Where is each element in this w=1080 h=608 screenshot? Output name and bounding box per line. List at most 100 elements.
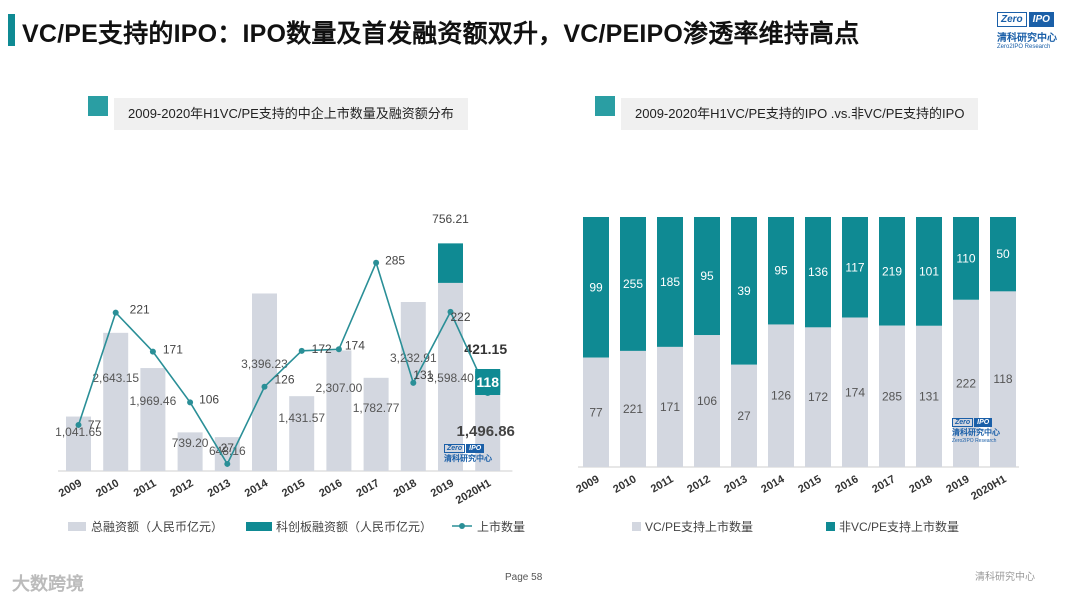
x-tick-label: 2015 — [796, 473, 823, 496]
count-point — [149, 348, 156, 355]
logo-part1: Zero — [997, 12, 1027, 27]
vcpe-value-label: 131 — [919, 389, 939, 403]
bar-vcpe — [805, 327, 831, 467]
x-tick-label: 2013 — [722, 473, 749, 496]
vcpe-value-label: 106 — [697, 394, 717, 408]
count-label: 77 — [88, 418, 102, 432]
count-point — [261, 383, 268, 390]
chart-left-logo: Zero IPO 清科研究中心 — [444, 444, 500, 478]
mini-logo2-en: Zero2IPO Research — [952, 438, 997, 444]
total-value-label: 3,396.23 — [241, 357, 288, 371]
bar-non-vcpe — [953, 217, 979, 300]
vcpe-value-label: 221 — [623, 402, 643, 416]
count-point — [410, 379, 417, 386]
total-value-label: 1,041.65 — [55, 425, 102, 439]
x-tick-label: 2016 — [833, 473, 860, 496]
count-point — [187, 399, 194, 406]
total-value-label: 3,232.91 — [390, 351, 437, 365]
legend-total-label: 总融资额（人民币亿元） — [91, 519, 223, 534]
non-vcpe-value-label: 101 — [919, 264, 939, 278]
bar-vcpe — [657, 346, 683, 467]
footer-brand-right: 清科研究中心 — [975, 572, 1035, 583]
left-panel-marker — [88, 96, 108, 116]
bar-vcpe — [990, 291, 1016, 467]
bar-non-vcpe — [620, 217, 646, 351]
x-tick-label: 2011 — [649, 473, 676, 495]
bar-total — [289, 396, 315, 471]
x-tick-label: 2016 — [317, 477, 344, 500]
bar-total — [363, 377, 389, 471]
vcpe-value-label: 171 — [660, 400, 680, 414]
left-combo-chart: 2009 2010 2011 2012 2013 2014 2015 2016 2017 2018… — [55, 212, 525, 534]
bar-star-market — [438, 243, 463, 283]
bar-total — [326, 350, 352, 471]
count-point — [224, 460, 231, 467]
count-label: 174 — [345, 338, 365, 352]
x-tick-label: 2009 — [57, 477, 84, 500]
count-highlight-box — [475, 369, 501, 395]
x-tick-label: 2020H1 — [454, 477, 493, 507]
count-label: 126 — [274, 373, 294, 387]
right-panel-title: 2009-2020年H1VC/PE支持的IPO .vs.非VC/PE支持的IPO — [621, 98, 979, 130]
vcpe-value-label: 77 — [589, 405, 603, 419]
x-tick-label: 2012 — [685, 473, 712, 496]
non-vcpe-value-label: 185 — [660, 275, 680, 289]
bar-non-vcpe — [916, 217, 942, 326]
star-market-label: 756.21 — [432, 212, 469, 226]
logo-part2: IPO — [1028, 12, 1054, 27]
total-value-label: 2,643.15 — [92, 371, 139, 385]
non-vcpe-value-label: 95 — [774, 264, 788, 278]
count-point — [335, 346, 342, 353]
legend-vcpe-label: VC/PE支持上市数量 — [645, 519, 753, 534]
bar-vcpe — [620, 350, 646, 467]
x-tick-label: 2010 — [611, 473, 638, 496]
bar-vcpe — [768, 324, 794, 467]
mini-logo2-cn: 清科研究中心 — [952, 428, 1000, 437]
mini-logo-cn: 清科研究中心 — [444, 454, 492, 463]
count-point — [112, 309, 119, 316]
logo-cn: 清科研究中心 — [997, 33, 1057, 44]
legend-total-swatch — [68, 522, 86, 531]
x-tick-label: 2020H1 — [969, 473, 1008, 503]
x-tick-label: 2011 — [132, 477, 159, 499]
non-vcpe-value-label: 219 — [882, 264, 902, 278]
bar-non-vcpe — [842, 217, 868, 318]
count-label: 221 — [130, 303, 150, 317]
count-point — [447, 308, 454, 315]
page-number: Page 58 — [505, 572, 543, 583]
bar-vcpe — [879, 325, 905, 467]
non-vcpe-value-label: 99 — [589, 280, 603, 294]
bar-non-vcpe — [694, 217, 720, 336]
x-tick-label: 2012 — [168, 477, 195, 500]
legend-star-swatch — [246, 522, 272, 531]
bar-total — [140, 368, 166, 471]
total-value-label: 3,598.40 — [427, 371, 474, 385]
vcpe-value-label: 285 — [882, 389, 902, 403]
non-vcpe-value-label: 117 — [845, 260, 864, 274]
legend-count-point — [459, 523, 465, 529]
vcpe-value-label: 222 — [956, 376, 976, 390]
non-vcpe-value-label: 50 — [996, 247, 1010, 261]
bar-non-vcpe — [731, 217, 757, 365]
count-label: 222 — [450, 310, 470, 324]
bar-total — [475, 392, 501, 471]
zero2ipo-logo: Zero IPO 清科研究中心 Zero2IPO Research — [997, 12, 1063, 56]
legend-non-vcpe-label: 非VC/PE支持上市数量 — [839, 519, 959, 534]
title-accent-bar — [8, 14, 15, 46]
x-tick-label: 2018 — [907, 473, 934, 496]
count-highlight-label: 118 — [476, 374, 499, 390]
bar-non-vcpe — [805, 217, 831, 328]
x-tick-label: 2017 — [870, 473, 897, 496]
bar-total — [103, 332, 129, 471]
x-tick-label: 2015 — [280, 477, 307, 500]
bar-vcpe — [731, 364, 757, 467]
x-tick-label: 2019 — [429, 477, 456, 500]
count-label: 131 — [413, 368, 433, 382]
x-tick-label: 2019 — [944, 473, 971, 496]
bar-vcpe — [953, 299, 979, 467]
vcpe-value-label: 174 — [845, 385, 865, 399]
bar-vcpe — [694, 335, 720, 467]
total-value-label: 1,431.57 — [278, 411, 325, 425]
chart-right-logo: Zero IPO 清科研究中心 Zero2IPO Research — [952, 418, 1008, 452]
non-vcpe-value-label: 39 — [737, 284, 751, 298]
